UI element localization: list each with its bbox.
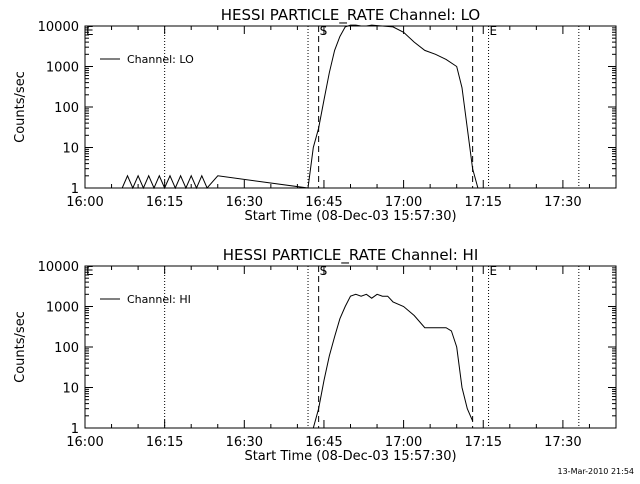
panel-2-y-tick-label: 10: [62, 382, 79, 397]
panel-2-y-tick-label: 10000: [38, 260, 79, 275]
panel-1-x-tick-label: 17:15: [465, 195, 502, 210]
panel-2-x-tick-label: 16:30: [226, 435, 263, 450]
panel-2-x-tick-label: 17:00: [385, 435, 422, 450]
panel-2-marker-label: E: [490, 264, 498, 278]
panel-1-title: HESSI PARTICLE_RATE Channel: LO: [221, 6, 480, 25]
panel-2-y-tick-label: 100: [54, 341, 79, 356]
panel-1-marker-label: E: [490, 24, 498, 38]
panel-1-y-axis-label: Counts/sec: [13, 71, 28, 143]
panel-1-x-tick-label: 16:00: [66, 195, 103, 210]
panel-1-x-tick-label: 16:30: [226, 195, 263, 210]
panel-1-y-tick-label: 100: [54, 101, 79, 116]
panel-2-legend-label: Channel: HI: [127, 293, 191, 306]
panel-2-x-tick-label: 16:00: [66, 435, 103, 450]
panel-1-series-line: [121, 24, 479, 190]
panel-1-x-tick-label: 16:15: [146, 195, 183, 210]
panel-2-x-tick-label: 16:15: [146, 435, 183, 450]
panel-1-x-tick-label: 17:30: [544, 195, 581, 210]
panel-2-title: HESSI PARTICLE_RATE Channel: HI: [223, 246, 479, 265]
panel-1-x-tick-label: 16:45: [305, 195, 342, 210]
panel-1-y-tick-label: 10: [62, 142, 79, 157]
timestamp: 13-Mar-2010 21:54: [557, 467, 635, 476]
panel-1-x-tick-label: 17:00: [385, 195, 422, 210]
panel-1-marker-label: E: [86, 24, 94, 38]
panel-2-series-line: [312, 293, 474, 429]
panel-1-y-tick-label: 1000: [46, 61, 79, 76]
panel-1-y-tick-label: 10000: [38, 20, 79, 35]
panel-1-marker-label: S: [320, 24, 328, 38]
panel-2-x-tick-label: 16:45: [305, 435, 342, 450]
panel-2-marker-label: S: [320, 264, 328, 278]
panel-2-x-tick-label: 17:30: [544, 435, 581, 450]
panel-2-x-tick-label: 17:15: [465, 435, 502, 450]
panel-1-y-tick-label: 1: [71, 182, 79, 197]
panel-2-y-tick-label: 1000: [46, 301, 79, 316]
panel-1-legend-label: Channel: LO: [127, 53, 194, 66]
panel-1-x-axis-label: Start Time (08-Dec-03 15:57:30): [244, 209, 456, 224]
panel-2-x-axis-label: Start Time (08-Dec-03 15:57:30): [244, 449, 456, 464]
panel-2-marker-label: E: [86, 264, 94, 278]
panel-2-y-tick-label: 1: [71, 422, 79, 437]
panel-2-y-axis-label: Counts/sec: [13, 311, 28, 383]
